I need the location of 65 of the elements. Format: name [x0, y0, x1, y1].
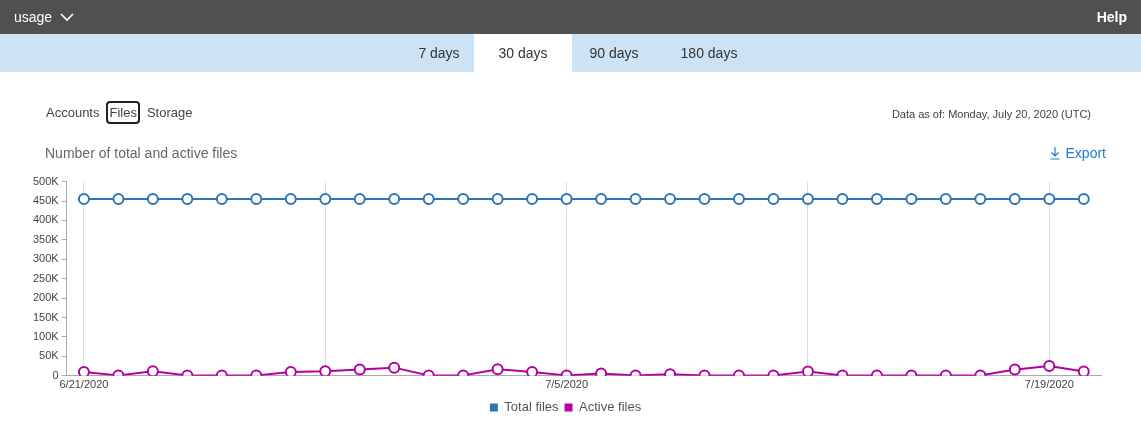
text: Accounts: [45, 104, 101, 122]
y-tick-label: 100K: [32, 329, 60, 342]
text: Storage: [145, 104, 194, 122]
chart-title: Number of total and active files: [45, 145, 238, 161]
text: usage: [14, 9, 53, 25]
point: [526, 193, 539, 206]
point: [1077, 365, 1090, 376]
point: [146, 193, 159, 206]
point: [422, 193, 435, 206]
point: [319, 365, 332, 376]
point: [801, 193, 814, 206]
text: 7 days: [417, 44, 461, 63]
point: [77, 193, 90, 206]
text: Files: [108, 103, 138, 122]
text: 30 days: [474, 34, 572, 72]
y-tick-label: 200K: [32, 291, 60, 304]
legend-label: Total files: [504, 399, 560, 415]
point: [836, 193, 849, 206]
y-tick-label: 500K: [32, 174, 60, 187]
point: [629, 193, 642, 206]
point: [595, 193, 608, 206]
point: [767, 193, 780, 206]
point: [112, 193, 125, 206]
point: [905, 193, 918, 206]
point: [319, 193, 332, 206]
y-tick-label: 450K: [32, 194, 60, 207]
text: Export: [1065, 145, 1106, 161]
point: [181, 193, 194, 206]
text: 90 days: [588, 44, 640, 63]
point: [1043, 193, 1056, 206]
y-tick-label: 150K: [32, 310, 60, 323]
point: [284, 193, 297, 206]
point: [215, 193, 228, 206]
point: [526, 365, 539, 376]
point: [732, 193, 745, 206]
point: [77, 365, 90, 376]
y-tick-label: 50K: [39, 349, 60, 362]
point: [250, 193, 263, 206]
x-tick-label: 7/19/2020: [1024, 378, 1074, 391]
x-tick-label: 7/5/2020: [545, 378, 589, 391]
y-tick-label: 300K: [32, 252, 60, 265]
point: [664, 193, 677, 206]
y-tick-label: 350K: [32, 232, 60, 245]
point: [491, 193, 504, 206]
point: [939, 193, 952, 206]
point: [353, 193, 366, 206]
point: [284, 365, 297, 376]
point: [870, 193, 883, 206]
text: 180 days: [679, 44, 739, 63]
point: [1077, 193, 1090, 206]
point: [388, 193, 401, 206]
point: [801, 365, 814, 376]
text: Data as of: Monday, July 20, 2020 (UTC): [891, 108, 1091, 120]
point: [698, 193, 711, 206]
y-tick-label: 400K: [32, 213, 60, 226]
point: [146, 365, 159, 376]
point: [974, 193, 987, 206]
point: [560, 193, 573, 206]
point: [1008, 193, 1021, 206]
text: Help: [1096, 9, 1127, 25]
x-tick-label: 6/21/2020: [59, 378, 109, 391]
legend-label: Active files: [579, 399, 642, 415]
y-tick-label: 0: [52, 368, 59, 381]
point: [457, 193, 470, 206]
y-tick-label: 250K: [32, 271, 60, 284]
